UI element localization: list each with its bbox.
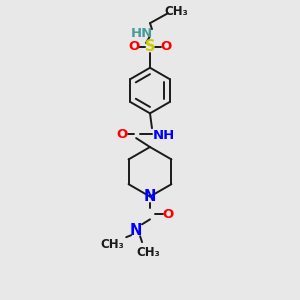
Text: CH₃: CH₃	[136, 245, 160, 259]
Text: N: N	[130, 223, 142, 238]
Text: N: N	[144, 189, 156, 204]
Text: CH₃: CH₃	[164, 5, 188, 18]
Text: HN: HN	[131, 27, 153, 40]
Text: NH: NH	[153, 129, 175, 142]
Text: CH₃: CH₃	[100, 238, 124, 250]
Text: S: S	[145, 40, 155, 55]
Text: O: O	[128, 40, 140, 53]
Text: O: O	[160, 40, 172, 53]
Text: O: O	[162, 208, 173, 221]
Text: O: O	[117, 128, 128, 141]
